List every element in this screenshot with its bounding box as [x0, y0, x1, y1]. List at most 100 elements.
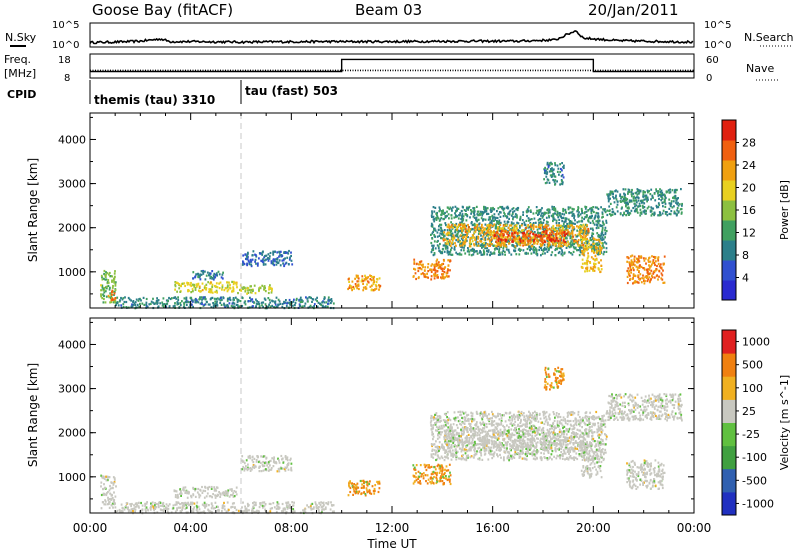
data-cell — [204, 303, 207, 306]
data-cell — [181, 300, 183, 303]
data-cell — [274, 260, 276, 263]
data-cell — [592, 242, 594, 246]
data-cell — [541, 207, 543, 210]
data-cell — [351, 482, 353, 485]
data-cell — [632, 199, 635, 202]
data-cell — [647, 198, 649, 201]
data-cell — [253, 284, 256, 287]
data-cell — [554, 233, 557, 236]
data-cell — [626, 281, 629, 285]
data-cell — [436, 465, 439, 468]
data-cell — [176, 509, 178, 512]
data-cell — [432, 206, 435, 209]
data-cell — [561, 251, 564, 254]
data-cell — [287, 468, 290, 471]
data-cell — [590, 206, 593, 210]
data-cell — [654, 269, 657, 272]
data-cell — [641, 204, 644, 207]
data-cell — [572, 246, 575, 249]
data-cell — [356, 275, 358, 278]
data-cell — [671, 189, 674, 192]
data-cell — [467, 223, 469, 227]
data-cell — [637, 274, 639, 277]
data-cell — [462, 218, 464, 221]
data-cell — [653, 276, 656, 279]
data-cell — [494, 224, 497, 228]
data-cell — [593, 223, 596, 226]
data-cell — [462, 233, 464, 236]
data-cell — [465, 239, 468, 242]
data-cell — [106, 479, 109, 482]
data-cell — [257, 301, 260, 304]
data-cell — [185, 296, 188, 299]
data-cell — [459, 214, 461, 217]
data-cell — [192, 300, 194, 303]
data-cell — [628, 199, 631, 202]
data-cell — [650, 269, 653, 272]
data-cell — [461, 205, 464, 208]
data-cell — [177, 282, 179, 285]
data-cell — [378, 277, 381, 280]
data-cell — [436, 258, 439, 261]
data-cell — [290, 469, 293, 472]
data-cell — [448, 478, 450, 481]
data-cell — [272, 252, 275, 255]
data-cell — [462, 224, 465, 227]
data-cell — [434, 247, 437, 250]
data-cell — [104, 275, 107, 278]
data-cell — [181, 508, 183, 511]
data-cell — [269, 502, 272, 506]
data-cell — [554, 183, 556, 186]
data-cell — [632, 261, 635, 264]
data-cell — [356, 276, 359, 279]
data-cell — [481, 231, 484, 234]
data-cell — [204, 505, 207, 508]
data-cell — [520, 224, 523, 227]
data-cell — [526, 243, 529, 246]
data-cell — [539, 220, 542, 223]
data-cell — [111, 275, 114, 278]
data-cell — [267, 257, 269, 260]
data-cell — [588, 245, 591, 248]
data-cell — [657, 190, 660, 193]
data-cell — [447, 264, 450, 267]
data-cell — [498, 225, 500, 229]
data-cell — [244, 253, 247, 256]
data-cell — [280, 454, 283, 458]
data-cell — [311, 300, 313, 303]
data-cell — [562, 226, 564, 229]
data-cell — [431, 480, 433, 483]
data-cell — [422, 265, 424, 269]
data-cell — [287, 463, 290, 466]
data-cell — [216, 493, 219, 496]
data-cell — [629, 267, 632, 270]
data-cell — [485, 208, 488, 211]
data-cell — [506, 232, 509, 235]
data-cell — [552, 233, 555, 236]
data-cell — [654, 263, 656, 267]
data-cell — [113, 290, 116, 293]
data-cell — [134, 510, 136, 513]
data-cell — [237, 292, 239, 295]
data-cell — [420, 475, 423, 478]
data-cell — [201, 491, 204, 494]
data-cell — [290, 462, 293, 465]
data-cell — [111, 290, 113, 294]
data-cell — [176, 290, 178, 293]
data-cell — [607, 200, 610, 203]
data-cell — [469, 241, 472, 244]
data-cell — [449, 240, 451, 243]
data-cell — [559, 247, 562, 250]
data-cell — [492, 216, 494, 219]
data-cell — [510, 214, 513, 217]
data-cell — [284, 257, 286, 260]
data-cell — [165, 303, 168, 306]
data-cell — [630, 190, 633, 194]
data-cell — [592, 266, 595, 269]
data-cell — [643, 209, 646, 212]
data-cell — [650, 278, 652, 281]
data-cell — [659, 211, 661, 215]
data-cell — [524, 418, 527, 421]
data-cell — [514, 249, 517, 252]
data-cell — [350, 287, 353, 290]
